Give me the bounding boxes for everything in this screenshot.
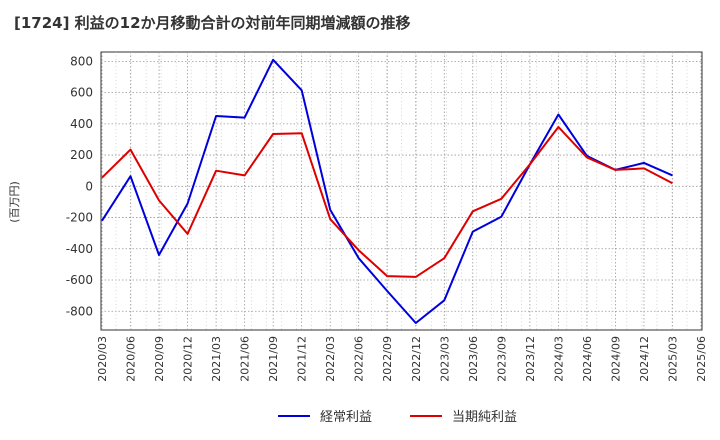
x-axis-ticks: 2020/03 2020/06 2020/09 2020/12 2021/03 2021/… xyxy=(96,336,708,382)
legend-label-2: 当期純利益 xyxy=(452,410,517,425)
y-axis-label: (百万円) xyxy=(8,181,21,223)
y-tick-label: -200 xyxy=(66,211,93,225)
y-tick-label: -400 xyxy=(66,242,93,256)
x-tick-label: 2023/12 xyxy=(524,336,537,382)
x-tick-label: 2025/03 xyxy=(666,336,679,382)
x-tick-label: 2021/09 xyxy=(267,336,280,382)
series-line-1 xyxy=(101,58,673,324)
x-tick-label: 2023/06 xyxy=(467,336,480,382)
x-tick-label: 2022/03 xyxy=(324,336,337,382)
grid-lines xyxy=(101,52,702,330)
x-tick-label: 2020/06 xyxy=(125,336,138,382)
x-tick-label: 2021/06 xyxy=(239,336,252,382)
y-tick-label: 600 xyxy=(70,86,93,100)
x-tick-label: 2023/09 xyxy=(495,336,508,382)
y-tick-label: 200 xyxy=(70,148,93,162)
x-tick-label: 2021/12 xyxy=(296,336,309,382)
y-tick-label: -800 xyxy=(66,304,93,318)
x-tick-label: 2020/12 xyxy=(182,336,195,382)
legend: 経常利益 当期純利益 xyxy=(278,410,517,425)
x-tick-label: 2024/06 xyxy=(581,336,594,382)
series-line-2 xyxy=(101,126,673,278)
y-tick-label: 400 xyxy=(70,117,93,131)
x-tick-label: 2024/03 xyxy=(552,336,565,382)
legend-label-1: 経常利益 xyxy=(320,410,372,425)
series-lines xyxy=(101,58,673,324)
y-axis-ticks: 800 600 400 200 0 -200 -400 -600 -800 xyxy=(66,54,93,318)
x-tick-label: 2020/09 xyxy=(153,336,166,382)
y-tick-label: 800 xyxy=(70,54,93,68)
x-tick-label: 2022/12 xyxy=(410,336,423,382)
x-tick-label: 2020/03 xyxy=(96,336,109,382)
x-tick-label: 2024/12 xyxy=(638,336,651,382)
y-tick-label: -600 xyxy=(66,273,93,287)
x-tick-label: 2021/03 xyxy=(210,336,223,382)
chart-title: [1724] 利益の12か月移動合計の対前年同期増減額の推移 xyxy=(14,14,411,32)
x-tick-label: 2022/06 xyxy=(353,336,366,382)
x-tick-label: 2025/06 xyxy=(695,336,708,382)
x-tick-label: 2024/09 xyxy=(609,336,622,382)
x-tick-label: 2023/03 xyxy=(438,336,451,382)
x-tick-label: 2022/09 xyxy=(381,336,394,382)
y-tick-label: 0 xyxy=(85,179,93,193)
